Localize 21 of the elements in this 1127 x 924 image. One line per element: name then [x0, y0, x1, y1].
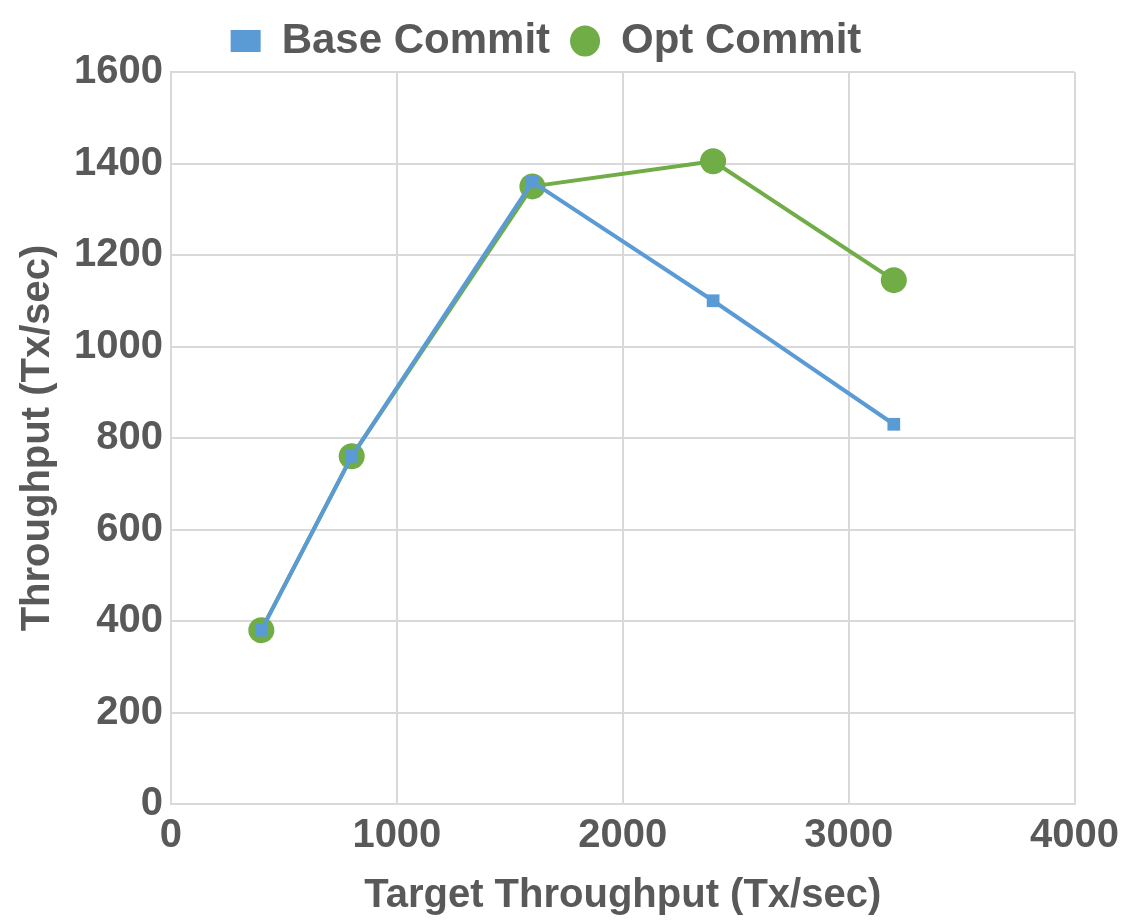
y-tick-label: 1600 [74, 47, 163, 92]
x-tick-label: 2000 [578, 811, 668, 856]
legend-label: Opt Commit [621, 14, 862, 62]
y-tick-label: 0 [140, 779, 163, 824]
y-tick-label: 800 [96, 413, 163, 458]
point [706, 294, 720, 308]
x-tick-label: 4000 [1030, 811, 1119, 856]
x-axis-title: Target Throughput (Tx/sec) [364, 871, 882, 916]
y-tick-label: 1200 [74, 230, 163, 275]
y-tick-label: 1400 [74, 138, 163, 183]
x-tick-label: 1000 [352, 811, 442, 856]
legend-label: Base Commit [281, 14, 551, 62]
x-tick-label: 3000 [804, 811, 894, 856]
point [880, 267, 907, 294]
point [700, 148, 727, 175]
point [887, 417, 901, 431]
y-tick-label: 600 [96, 504, 163, 549]
y-tick-label: 400 [96, 596, 163, 641]
y-tick-label: 200 [96, 687, 163, 732]
y-axis-title: Throughput (Tx/sec) [13, 244, 58, 632]
y-tick-label: 1000 [74, 321, 163, 366]
